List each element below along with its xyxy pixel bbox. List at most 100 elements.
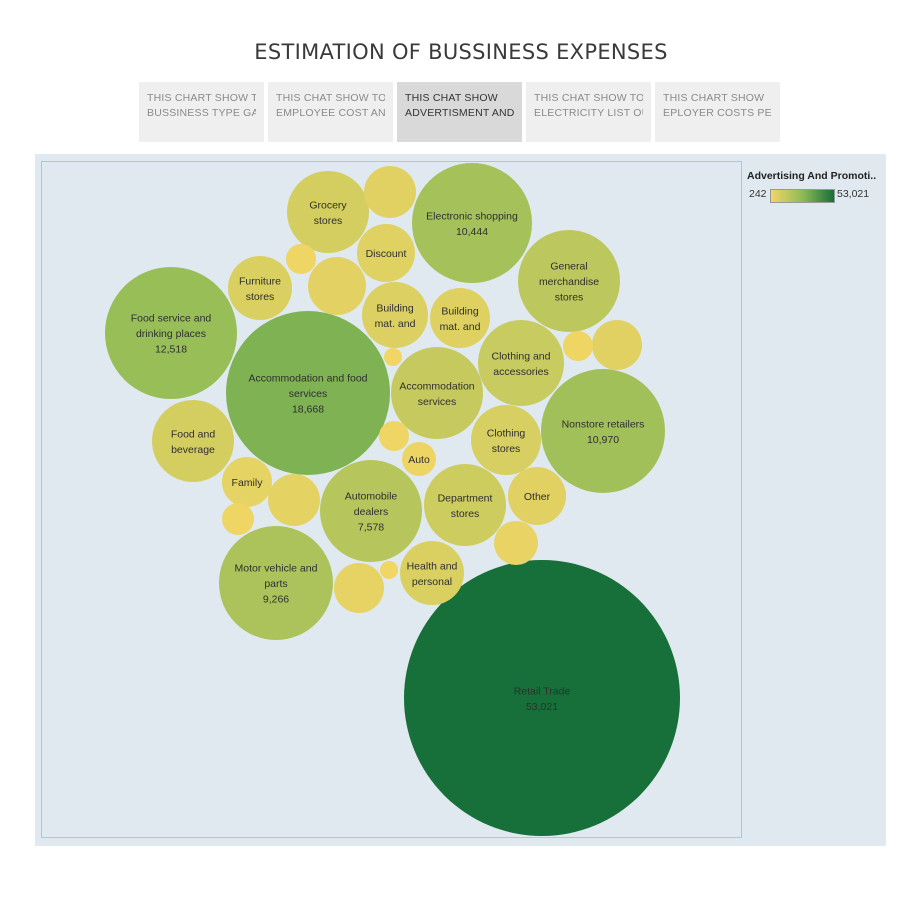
- bubble[interactable]: Family: [222, 457, 272, 507]
- bubble-label: Food and: [171, 428, 216, 440]
- legend-max-label: 53,021: [837, 188, 870, 200]
- bubble[interactable]: Grocery stores: [287, 171, 369, 253]
- bubble[interactable]: Furniture stores: [228, 256, 292, 320]
- bubble[interactable]: Clothing stores: [471, 405, 541, 475]
- bubble-circle[interactable]: [391, 347, 483, 439]
- bubble[interactable]: Food service and drinking places 12,518: [105, 267, 237, 399]
- bubble-circle[interactable]: [226, 311, 390, 475]
- page-title: ESTIMATION OF BUSSINESS EXPENSES: [254, 40, 668, 64]
- bubble[interactable]: [286, 244, 316, 274]
- bubble-circle[interactable]: [152, 400, 234, 482]
- bubble-circle[interactable]: [478, 320, 564, 406]
- bubble-label: Family: [232, 477, 264, 489]
- bubble[interactable]: Clothing and accessories: [478, 320, 564, 406]
- bubble-circle[interactable]: [384, 348, 402, 366]
- bubble-label: accessories: [493, 366, 548, 378]
- bubble[interactable]: [379, 421, 409, 451]
- bubble[interactable]: Food and beverage: [152, 400, 234, 482]
- bubble-circle[interactable]: [412, 163, 532, 283]
- bubble[interactable]: Automobile dealers 7,578: [320, 460, 422, 562]
- bubble-label: Grocery: [309, 199, 347, 211]
- bubble-label: drinking places: [136, 328, 206, 340]
- bubble-label: Accommodation: [399, 380, 474, 392]
- tab-advertisment[interactable]: THIS CHAT SHOW ADVERTISMENT AND ..: [397, 82, 522, 142]
- bubble-circle[interactable]: [287, 171, 369, 253]
- bubble-circle[interactable]: [105, 267, 237, 399]
- bubble[interactable]: Building mat. and: [430, 288, 490, 348]
- bubble-circle[interactable]: [222, 503, 254, 535]
- bubble-circle[interactable]: [592, 320, 642, 370]
- bubble-value-label: 7,578: [358, 522, 384, 534]
- bubble-label: Health and: [407, 560, 458, 572]
- bubble-circle[interactable]: [508, 467, 566, 525]
- bubble-label: mat. and: [440, 321, 481, 333]
- bubble-circle[interactable]: [402, 442, 436, 476]
- tab-line: ELECTRICITY LIST OUT: [534, 107, 643, 119]
- bubble-label: Auto: [408, 454, 430, 466]
- bubble[interactable]: [268, 474, 320, 526]
- bubble[interactable]: [494, 521, 538, 565]
- bubble[interactable]: [334, 563, 384, 613]
- bubble[interactable]: Discount: [357, 224, 415, 282]
- bubble-circle[interactable]: [320, 460, 422, 562]
- legend-min-label: 242: [749, 188, 767, 200]
- bubble-circle[interactable]: [362, 282, 428, 348]
- bubble[interactable]: [563, 331, 593, 361]
- bubble[interactable]: Motor vehicle and parts 9,266: [219, 526, 333, 640]
- bubble-label: services: [418, 396, 457, 408]
- bubble[interactable]: Nonstore retailers 10,970: [541, 369, 665, 493]
- bubble[interactable]: [384, 348, 402, 366]
- bubble[interactable]: Retail Trade 53,021: [404, 560, 680, 836]
- bubble-circle[interactable]: [334, 563, 384, 613]
- bubble-circle[interactable]: [228, 256, 292, 320]
- bubble[interactable]: Health and personal: [400, 541, 464, 605]
- bubble[interactable]: Other: [508, 467, 566, 525]
- bubble-circle[interactable]: [471, 405, 541, 475]
- tab-employer-costs[interactable]: THIS CHART SHOW EPLOYER COSTS PEN..: [655, 82, 780, 142]
- bubble-label: Automobile: [345, 491, 398, 503]
- bubble[interactable]: Accommodation and food services 18,668: [226, 311, 390, 475]
- bubble[interactable]: Department stores: [424, 464, 506, 546]
- bubble-circle[interactable]: [400, 541, 464, 605]
- bubble[interactable]: [222, 503, 254, 535]
- bubble-circle[interactable]: [286, 244, 316, 274]
- bubble[interactable]: Accommodation services: [391, 347, 483, 439]
- bubble-circle[interactable]: [219, 526, 333, 640]
- bubble-circle[interactable]: [364, 166, 416, 218]
- tab-line: THIS CHART SHOW: [663, 92, 765, 104]
- bubble[interactable]: General merchandise stores: [518, 230, 620, 332]
- bubble[interactable]: Auto: [402, 442, 436, 476]
- bubble-circle[interactable]: [424, 464, 506, 546]
- bubble-circle[interactable]: [404, 560, 680, 836]
- bubble[interactable]: Electronic shopping 10,444: [412, 163, 532, 283]
- bubble-label: parts: [264, 578, 287, 590]
- tab-electricity[interactable]: THIS CHAT SHOW TO ELECTRICITY LIST OUT: [526, 82, 651, 142]
- bubble-circle[interactable]: [494, 521, 538, 565]
- bubble[interactable]: [592, 320, 642, 370]
- bubble-circle[interactable]: [268, 474, 320, 526]
- bubble-label: Clothing: [487, 427, 526, 439]
- legend-title: Advertising And Promoti..: [747, 170, 877, 182]
- tab-business-type[interactable]: THIS CHART SHOW TO BUSSINESS TYPE GAT..: [139, 82, 264, 142]
- bubble-label: Food service and: [131, 313, 212, 325]
- tab-line: THIS CHAT SHOW TO: [534, 92, 643, 104]
- bubble-label: Nonstore retailers: [562, 418, 645, 430]
- bubble[interactable]: [380, 561, 398, 579]
- bubble[interactable]: [308, 257, 366, 315]
- bubble-circle[interactable]: [380, 561, 398, 579]
- bubble-value-label: 18,668: [292, 404, 324, 416]
- bubble[interactable]: [364, 166, 416, 218]
- bubble-circle[interactable]: [563, 331, 593, 361]
- tab-line: THIS CHAT SHOW TO: [276, 92, 385, 104]
- bubble-circle[interactable]: [518, 230, 620, 332]
- bubble-circle[interactable]: [222, 457, 272, 507]
- bubble-label: Motor vehicle and: [235, 563, 318, 575]
- bubble-circle[interactable]: [379, 421, 409, 451]
- bubble-label: stores: [451, 508, 480, 520]
- bubble[interactable]: Building mat. and: [362, 282, 428, 348]
- tab-employee-cost[interactable]: THIS CHAT SHOW TO EMPLOYEE COST AND..: [268, 82, 393, 142]
- bubble-circle[interactable]: [541, 369, 665, 493]
- bubble-circle[interactable]: [357, 224, 415, 282]
- bubble-circle[interactable]: [308, 257, 366, 315]
- bubble-circle[interactable]: [430, 288, 490, 348]
